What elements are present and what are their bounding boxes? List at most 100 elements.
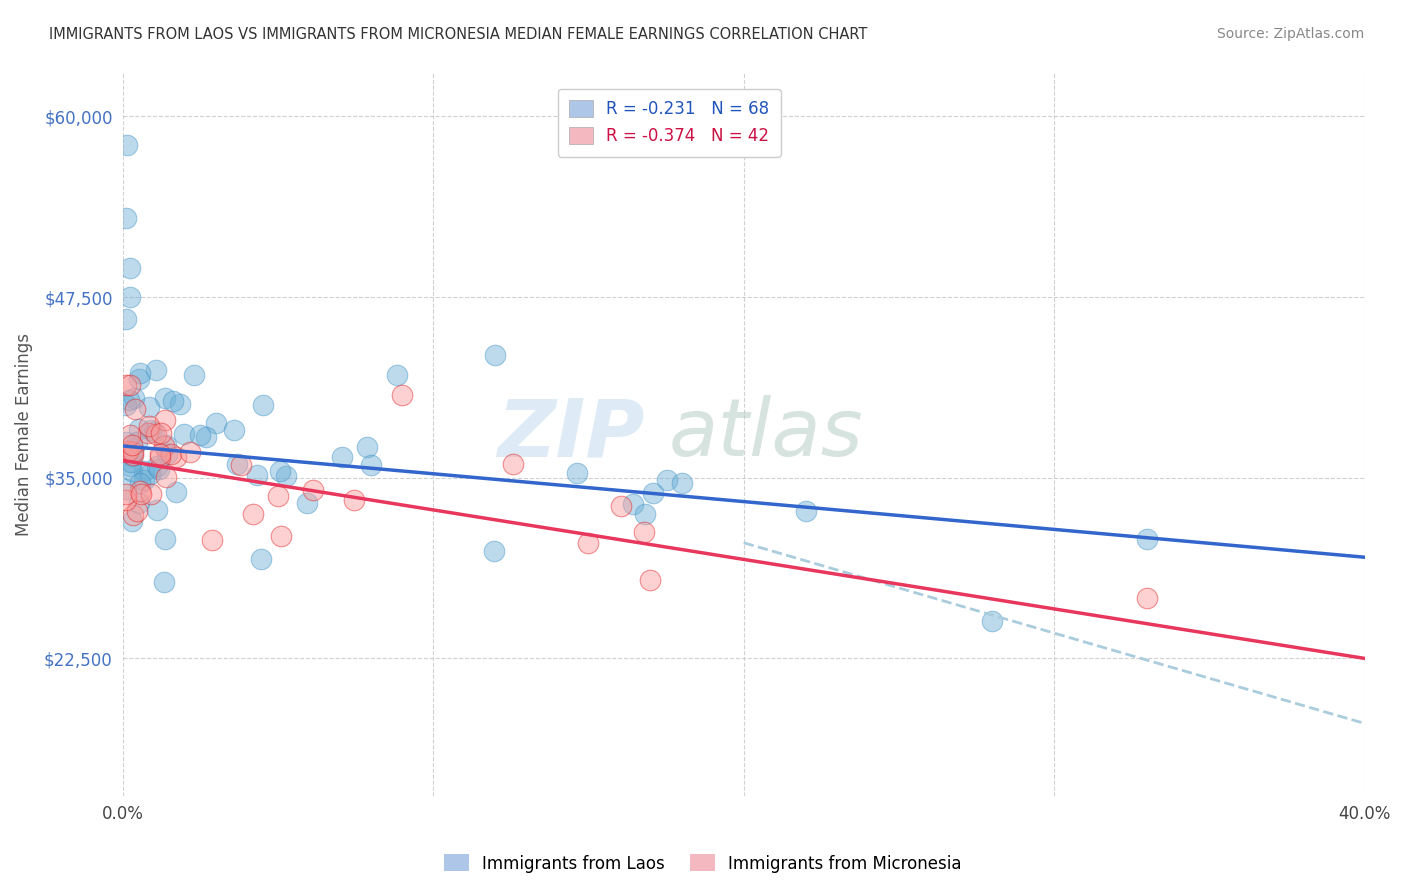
- Point: [229, 458, 252, 473]
- Point: [128, 483, 150, 498]
- Point: [114, 444, 136, 458]
- Point: [125, 504, 148, 518]
- Point: [114, 434, 136, 449]
- Point: [162, 394, 184, 409]
- Point: [136, 425, 159, 440]
- Point: [270, 529, 292, 543]
- Point: [179, 445, 201, 459]
- Text: ZIP: ZIP: [496, 395, 644, 474]
- Point: [138, 400, 160, 414]
- Point: [115, 378, 138, 392]
- Point: [122, 508, 145, 523]
- Point: [117, 443, 139, 458]
- Point: [981, 614, 1004, 628]
- Legend: Immigrants from Laos, Immigrants from Micronesia: Immigrants from Laos, Immigrants from Mi…: [437, 847, 969, 880]
- Point: [121, 464, 143, 478]
- Point: [138, 467, 160, 481]
- Point: [201, 533, 224, 547]
- Point: [155, 391, 177, 405]
- Point: [149, 448, 172, 462]
- Point: [502, 457, 524, 471]
- Point: [122, 442, 145, 456]
- Point: [124, 402, 146, 417]
- Point: [155, 438, 177, 452]
- Point: [114, 311, 136, 326]
- Point: [122, 391, 145, 405]
- Point: [634, 507, 657, 521]
- Point: [114, 211, 136, 225]
- Point: [1136, 532, 1159, 546]
- Point: [269, 464, 291, 478]
- Point: [484, 348, 506, 362]
- Point: [121, 448, 143, 462]
- Point: [121, 449, 143, 463]
- Point: [138, 418, 160, 433]
- Point: [114, 493, 136, 508]
- Point: [128, 496, 150, 510]
- Point: [120, 428, 142, 442]
- Point: [141, 487, 163, 501]
- Point: [1136, 591, 1159, 606]
- Text: Source: ZipAtlas.com: Source: ZipAtlas.com: [1216, 27, 1364, 41]
- Point: [205, 417, 228, 431]
- Point: [155, 470, 177, 484]
- Point: [120, 290, 142, 304]
- Point: [117, 393, 139, 408]
- Point: [114, 398, 136, 412]
- Point: [121, 445, 143, 459]
- Point: [118, 261, 141, 276]
- Point: [114, 487, 136, 501]
- Point: [252, 398, 274, 412]
- Point: [343, 493, 366, 508]
- Text: IMMIGRANTS FROM LAOS VS IMMIGRANTS FROM MICRONESIA MEDIAN FEMALE EARNINGS CORREL: IMMIGRANTS FROM LAOS VS IMMIGRANTS FROM …: [49, 27, 868, 42]
- Point: [565, 467, 588, 481]
- Point: [657, 473, 679, 487]
- Point: [356, 441, 378, 455]
- Point: [153, 439, 176, 453]
- Point: [360, 458, 382, 472]
- Point: [121, 438, 143, 452]
- Point: [267, 489, 290, 503]
- Point: [295, 496, 318, 510]
- Point: [165, 484, 187, 499]
- Y-axis label: Median Female Earnings: Median Female Earnings: [15, 333, 32, 536]
- Point: [609, 500, 631, 514]
- Point: [173, 427, 195, 442]
- Point: [225, 458, 247, 472]
- Point: [139, 423, 162, 437]
- Point: [145, 363, 167, 377]
- Point: [302, 483, 325, 498]
- Point: [132, 474, 155, 488]
- Point: [153, 413, 176, 427]
- Point: [578, 536, 600, 550]
- Point: [183, 368, 205, 382]
- Point: [146, 502, 169, 516]
- Point: [143, 425, 166, 439]
- Point: [114, 482, 136, 496]
- Point: [246, 468, 269, 483]
- Point: [643, 486, 665, 500]
- Point: [671, 475, 693, 490]
- Point: [169, 397, 191, 411]
- Point: [274, 469, 297, 483]
- Point: [385, 368, 408, 382]
- Text: atlas: atlas: [669, 395, 863, 474]
- Point: [794, 504, 817, 518]
- Point: [148, 462, 170, 476]
- Point: [391, 388, 413, 402]
- Point: [128, 422, 150, 436]
- Point: [120, 455, 142, 469]
- Point: [484, 544, 506, 558]
- Point: [250, 552, 273, 566]
- Point: [165, 450, 187, 464]
- Point: [129, 487, 152, 501]
- Point: [129, 475, 152, 490]
- Point: [120, 459, 142, 474]
- Point: [188, 427, 211, 442]
- Point: [117, 138, 139, 153]
- Point: [134, 464, 156, 478]
- Point: [128, 366, 150, 380]
- Point: [146, 458, 169, 473]
- Point: [145, 426, 167, 441]
- Point: [160, 447, 183, 461]
